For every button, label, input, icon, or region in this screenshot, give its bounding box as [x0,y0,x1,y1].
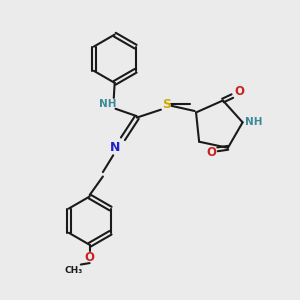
Text: O: O [85,251,94,264]
Text: O: O [234,85,244,98]
Text: O: O [207,146,217,159]
Text: NH: NH [99,99,116,110]
Text: CH₃: CH₃ [64,266,83,275]
Text: N: N [110,141,120,154]
Text: NH: NH [245,117,262,128]
Text: S: S [162,98,171,111]
